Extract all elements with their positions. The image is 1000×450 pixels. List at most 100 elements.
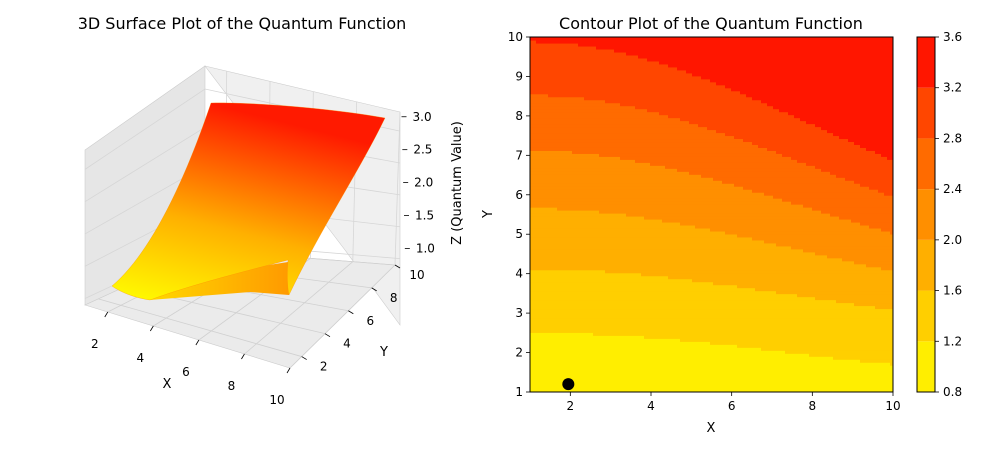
contour-cell (572, 165, 576, 169)
contour-cell (563, 51, 567, 56)
contour-cell (620, 54, 624, 59)
contour-cell (542, 180, 546, 184)
contour-cell (533, 165, 537, 169)
contour-cell (617, 192, 621, 196)
contour-cell (590, 198, 594, 202)
contour-cell (536, 87, 540, 92)
contour-cell (584, 207, 588, 211)
contour-cell (569, 299, 573, 304)
contour-cell (554, 171, 558, 175)
contour-cell (581, 123, 585, 128)
contour-cell (635, 147, 639, 151)
contour-cell (566, 207, 570, 211)
contour-cell (644, 42, 648, 47)
contour-cell (629, 117, 633, 122)
contour-cell (587, 374, 591, 378)
contour-cell (569, 42, 573, 47)
contour-cell (605, 37, 609, 41)
contour-cell (569, 114, 573, 119)
contour-cell (554, 144, 558, 148)
contour-cell (617, 99, 621, 104)
contour-cell (629, 123, 633, 128)
contour-cell (590, 159, 594, 163)
contour-cell (533, 63, 537, 68)
contour-cell (554, 72, 558, 77)
contour-cell (647, 177, 651, 181)
contour-cell (545, 236, 549, 241)
contour-cell (569, 159, 573, 163)
contour-cell (530, 218, 534, 223)
contour-cell (602, 168, 606, 172)
contour-cell (602, 335, 606, 339)
contour-cell (623, 239, 627, 244)
contour-cell (593, 275, 597, 280)
contour-cell (617, 248, 621, 253)
contour-cell (605, 254, 609, 259)
contour-cell (647, 236, 651, 241)
contour-cell (626, 210, 630, 214)
contour-cell (554, 389, 558, 392)
contour-cell (581, 132, 585, 137)
contour-cell (614, 332, 618, 336)
contour-cell (623, 171, 627, 175)
contour-cell (578, 338, 582, 342)
contour-cell (551, 144, 555, 148)
contour-cell (590, 192, 594, 196)
contour-cell (647, 189, 651, 193)
contour-cell (530, 389, 534, 392)
contour-cell (641, 147, 645, 151)
contour-cell (599, 383, 603, 387)
contour-cell (611, 111, 615, 116)
contour-cell (632, 332, 636, 336)
contour-cell (611, 123, 615, 128)
contour-cell (602, 377, 606, 381)
contour-cell (611, 383, 615, 387)
contour-cell (554, 165, 558, 169)
contour-cell (557, 365, 561, 369)
contour-cell (587, 204, 591, 208)
contour-cell (641, 227, 645, 232)
contour-cell (560, 198, 564, 202)
contour-cell (644, 374, 648, 378)
contour-cell (575, 189, 579, 193)
contour-cell (623, 120, 627, 125)
contour-cell (560, 78, 564, 83)
contour-cell (629, 344, 633, 348)
contour-cell (644, 362, 648, 366)
contour-cell (626, 132, 630, 137)
contour-cell (602, 138, 606, 143)
contour-cell (584, 81, 588, 86)
contour-cell (575, 165, 579, 169)
contour-cell (608, 54, 612, 59)
contour-cell (554, 37, 558, 41)
contour-cell (638, 90, 642, 95)
contour-cell (650, 84, 654, 89)
contour-cell (548, 84, 552, 89)
contour-cell (557, 332, 561, 336)
contour-cell (551, 51, 555, 56)
contour-cell (590, 81, 594, 86)
contour-cell (647, 350, 651, 354)
contour-cell (596, 314, 600, 319)
contour-cell (653, 389, 657, 392)
contour-cell (554, 168, 558, 172)
contour-cell (560, 338, 564, 342)
contour-cell (638, 290, 642, 295)
contour-cell (626, 57, 630, 62)
contour-cell (638, 386, 642, 390)
contour-cell (614, 66, 618, 71)
contour-cell (617, 302, 621, 307)
contour-cell (647, 326, 651, 330)
contour-cell (554, 120, 558, 125)
contour-cell (587, 371, 591, 375)
contour-cell (626, 162, 630, 166)
contour-cell (641, 78, 645, 83)
contour-cell (533, 174, 537, 178)
contour-cell (644, 332, 648, 336)
contour-cell (599, 314, 603, 319)
contour-cell (650, 201, 654, 205)
contour-cell (545, 356, 549, 360)
contour-cell (575, 272, 579, 277)
z-tick-label: 1.0 (416, 241, 435, 255)
contour-cell (575, 78, 579, 83)
